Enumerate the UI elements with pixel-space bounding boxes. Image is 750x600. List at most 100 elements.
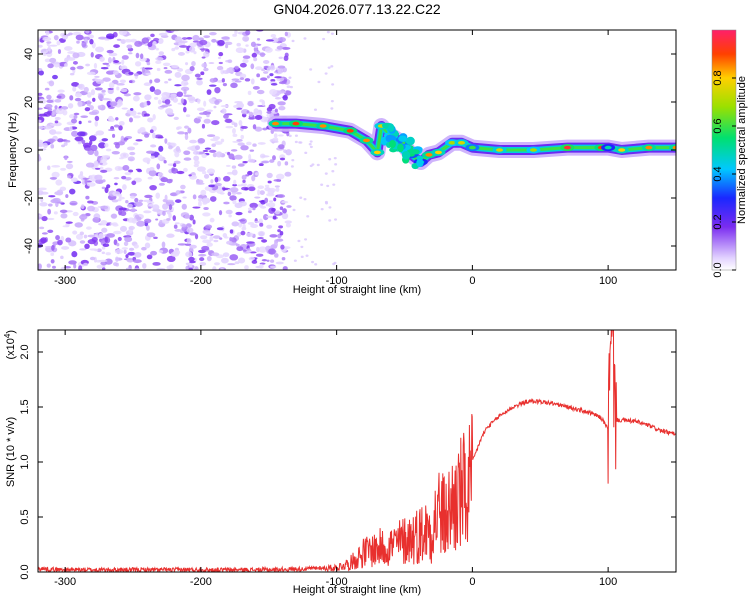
snr-y-ticks: 0.0 0.5 1.0 1.5 2.0 bbox=[19, 344, 676, 580]
noise-speckle bbox=[129, 107, 134, 111]
noise-speckle bbox=[41, 215, 48, 222]
noise-speckle bbox=[234, 80, 242, 83]
noise-speckle bbox=[53, 35, 59, 41]
noise-speckle bbox=[75, 233, 84, 240]
noise-speckle bbox=[38, 67, 43, 72]
noise-speckle bbox=[122, 164, 130, 171]
noise-speckle bbox=[230, 82, 238, 89]
noise-speckle bbox=[134, 61, 142, 67]
noise-speckle bbox=[180, 98, 185, 104]
noise-speckle bbox=[39, 226, 45, 230]
noise-speckle bbox=[94, 120, 99, 127]
noise-speckle bbox=[226, 171, 234, 175]
noise-speckle bbox=[192, 219, 196, 225]
noise-speckle bbox=[269, 73, 274, 77]
noise-speckle bbox=[118, 120, 125, 126]
noise-speckle bbox=[158, 51, 165, 56]
snr-x-tick-label: 100 bbox=[599, 576, 617, 588]
noise-speckle bbox=[109, 101, 118, 107]
snr-y-tick-label: 1.0 bbox=[19, 454, 31, 469]
noise-speckle bbox=[71, 177, 78, 183]
noise-speckle bbox=[129, 151, 136, 156]
noise-speckle bbox=[223, 175, 231, 182]
noise-speckle bbox=[238, 119, 243, 126]
noise-speckle bbox=[87, 200, 94, 204]
noise-speckle bbox=[54, 105, 58, 110]
noise-speckle bbox=[218, 210, 223, 216]
noise-speckle bbox=[149, 184, 157, 191]
noise-speckle bbox=[266, 259, 270, 262]
noise-speckle bbox=[247, 207, 253, 211]
noise-speckle bbox=[273, 133, 278, 139]
noise-speckle bbox=[232, 33, 238, 37]
noise-speckle bbox=[144, 194, 153, 199]
noise-speckle bbox=[280, 244, 285, 250]
noise-speckle bbox=[174, 229, 183, 232]
noise-speckle bbox=[173, 116, 179, 121]
noise-speckle bbox=[248, 186, 256, 192]
noise-speckle bbox=[196, 79, 203, 86]
noise-speckle bbox=[233, 179, 237, 185]
noise-speckle bbox=[38, 119, 42, 123]
noise-speckle bbox=[221, 108, 227, 114]
noise-speckle bbox=[150, 155, 155, 159]
noise-speckle bbox=[119, 225, 128, 232]
noise-speckle bbox=[72, 52, 80, 59]
noise-speckle bbox=[244, 265, 249, 270]
noise-speckle bbox=[79, 240, 86, 244]
noise-speckle bbox=[126, 203, 133, 208]
noise-speckle bbox=[102, 179, 106, 183]
colorbar-tick-label: 0.4 bbox=[712, 166, 724, 181]
noise-speckle bbox=[247, 210, 252, 214]
noise-speckle bbox=[38, 243, 43, 248]
noise-speckle bbox=[199, 39, 208, 46]
noise-speckle bbox=[128, 117, 133, 123]
noise-speckle bbox=[208, 149, 217, 153]
noise-speckle bbox=[216, 227, 224, 231]
noise-speckle bbox=[116, 86, 120, 91]
noise-speckle bbox=[158, 32, 168, 36]
noise-speckle bbox=[201, 63, 208, 68]
noise-speckle bbox=[263, 213, 269, 221]
noise-speckle bbox=[280, 77, 285, 81]
noise-speckle bbox=[240, 230, 246, 236]
noise-speckle bbox=[277, 65, 286, 69]
noise-speckle bbox=[267, 202, 276, 208]
signal-cluster-blob bbox=[398, 135, 407, 142]
noise-speckle bbox=[60, 255, 64, 260]
noise-speckle bbox=[196, 77, 203, 80]
noise-speckle bbox=[89, 105, 94, 111]
signal-peak bbox=[434, 150, 442, 155]
noise-speckle bbox=[47, 107, 53, 112]
noise-speckle bbox=[222, 83, 228, 87]
noise-speckle bbox=[196, 182, 205, 185]
noise-speckle bbox=[154, 78, 161, 83]
noise-speckle bbox=[47, 165, 51, 171]
noise-speckle bbox=[147, 176, 153, 180]
noise-speckle bbox=[265, 215, 274, 218]
noise-speckle bbox=[222, 233, 228, 238]
noise-speckle bbox=[121, 55, 129, 60]
noise-speckle bbox=[330, 32, 334, 35]
noise-speckle bbox=[181, 74, 190, 81]
noise-speckle bbox=[144, 218, 152, 224]
noise-speckle bbox=[242, 55, 251, 60]
noise-speckle bbox=[113, 262, 118, 267]
noise-speckle bbox=[189, 244, 197, 249]
noise-speckle bbox=[206, 109, 213, 112]
noise-speckle bbox=[68, 188, 76, 195]
noise-speckle bbox=[260, 77, 268, 81]
noise-speckle bbox=[229, 254, 239, 261]
noise-speckle bbox=[106, 33, 115, 39]
noise-speckle bbox=[228, 214, 232, 218]
noise-speckle bbox=[202, 202, 207, 205]
noise-speckle bbox=[242, 58, 249, 64]
noise-speckle bbox=[192, 206, 201, 209]
noise-speckle bbox=[176, 170, 185, 174]
noise-speckle bbox=[47, 217, 55, 221]
noise-speckle bbox=[221, 257, 229, 264]
noise-speckle bbox=[47, 208, 52, 215]
noise-speckle bbox=[247, 100, 254, 107]
noise-speckle bbox=[217, 39, 225, 46]
noise-speckle bbox=[265, 39, 274, 42]
